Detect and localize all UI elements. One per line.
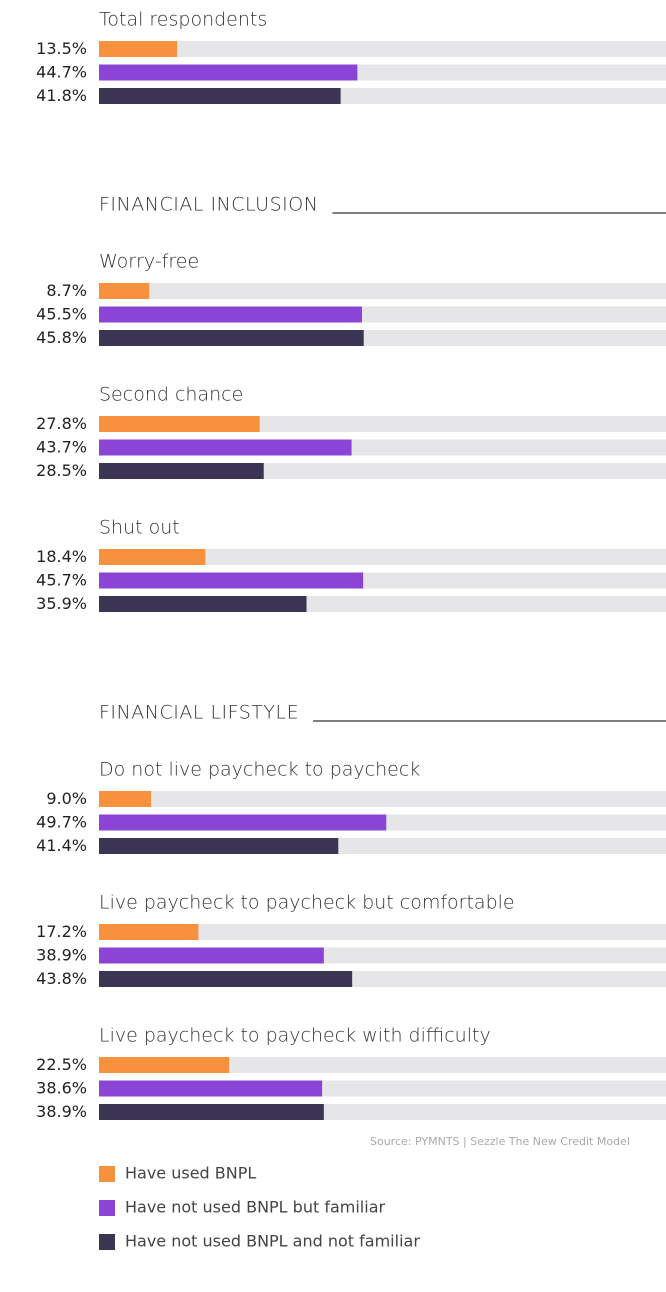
bar: [99, 1057, 230, 1073]
bar-track: [99, 1057, 666, 1073]
section-title: FINANCIAL LIFSTYLE: [99, 702, 299, 724]
group-title: Live paycheck to paycheck with difficult…: [99, 1025, 491, 1047]
legend-label: Have used BNPL: [125, 1164, 256, 1183]
value-label: 8.7%: [46, 281, 87, 300]
value-label: 38.9%: [36, 946, 87, 965]
bar-track: [99, 791, 666, 807]
value-label: 43.8%: [36, 969, 87, 988]
value-label: 22.5%: [36, 1055, 87, 1074]
bar: [99, 306, 362, 323]
bar: [99, 330, 364, 346]
group-title: Do not live paycheck to paycheck: [99, 759, 420, 781]
legend-label: Have not used BNPL and not familiar: [125, 1232, 420, 1251]
bar: [99, 924, 199, 940]
legend-swatch: [99, 1166, 115, 1182]
bar: [99, 88, 341, 104]
value-label: 45.8%: [36, 328, 87, 347]
bar: [99, 814, 387, 831]
value-label: 35.9%: [36, 594, 87, 613]
bar: [99, 549, 206, 565]
source: Source: PYMNTS | Sezzle The New Credit M…: [370, 1135, 630, 1148]
group-title: Total respondents: [99, 9, 267, 31]
bar: [99, 971, 353, 987]
legend-swatch: [99, 1234, 115, 1250]
group-title: Live paycheck to paycheck but comfortabl…: [99, 892, 515, 914]
bar-track: [99, 283, 666, 299]
value-label: 41.8%: [36, 86, 87, 105]
section-title: FINANCIAL INCLUSION: [99, 194, 318, 216]
bar: [99, 64, 358, 81]
bar: [99, 596, 307, 612]
bar: [99, 1104, 324, 1120]
group-title: Shut out: [99, 517, 180, 539]
value-label: 38.9%: [36, 1102, 87, 1121]
bar: [99, 41, 178, 57]
bar: [99, 283, 150, 299]
value-label: 9.0%: [46, 789, 87, 808]
bar: [99, 463, 264, 479]
bar-track: [99, 549, 666, 565]
value-label: 38.6%: [36, 1079, 87, 1098]
value-label: 44.7%: [36, 63, 87, 82]
bar: [99, 1080, 323, 1097]
legend-swatch: [99, 1200, 115, 1216]
bar: [99, 572, 364, 589]
value-label: 17.2%: [36, 922, 87, 941]
value-label: 13.5%: [36, 39, 87, 58]
bar: [99, 416, 260, 432]
bar: [99, 838, 339, 854]
value-label: 27.8%: [36, 414, 87, 433]
group-title: Worry-free: [99, 251, 199, 273]
value-label: 45.5%: [36, 305, 87, 324]
legend-label: Have not used BNPL but familiar: [125, 1198, 386, 1217]
bar: [99, 947, 324, 964]
value-label: 45.7%: [36, 571, 87, 590]
value-label: 41.4%: [36, 836, 87, 855]
group-title: Second chance: [99, 384, 243, 406]
value-label: 49.7%: [36, 813, 87, 832]
bar-track: [99, 41, 666, 57]
value-label: 18.4%: [36, 547, 87, 566]
value-label: 28.5%: [36, 461, 87, 480]
bar: [99, 439, 352, 456]
bar-track: [99, 924, 666, 940]
bar: [99, 791, 152, 807]
value-label: 43.7%: [36, 438, 87, 457]
